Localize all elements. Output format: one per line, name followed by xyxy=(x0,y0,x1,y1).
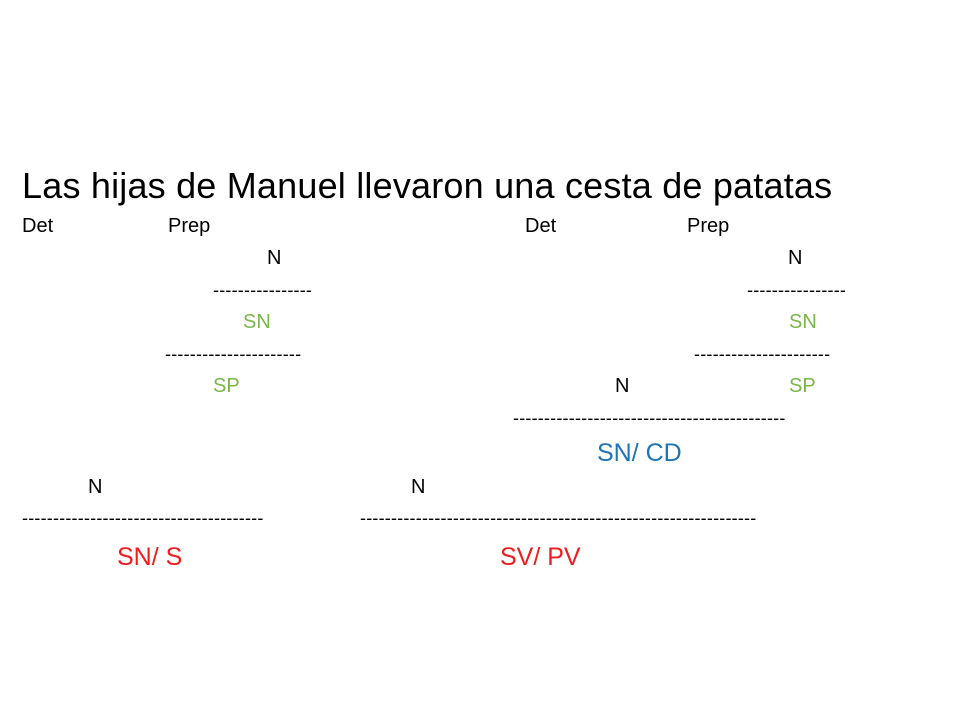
subject-det-label: Det xyxy=(22,215,54,237)
predicate-inner-n-label: N xyxy=(788,247,803,269)
predicate-cd-rule: ----------------------------------------… xyxy=(513,408,786,428)
predicate-sp-label: SP xyxy=(789,375,816,397)
sentence-text: Las hijas de Manuel llevaron una cesta d… xyxy=(22,165,833,206)
predicate-prep-label: Prep xyxy=(687,215,730,237)
subject-inner-n-label: N xyxy=(267,247,282,269)
predicate-rule: ----------------------------------------… xyxy=(360,508,757,528)
predicate-function-label: SV/ PV xyxy=(500,543,581,571)
subject-inner-sn-label: SN xyxy=(243,311,271,333)
predicate-head-n-label: N xyxy=(411,476,426,498)
subject-function-label: SN/ S xyxy=(117,543,183,571)
predicate-cd-function-label: SN/ CD xyxy=(597,439,682,467)
predicate-inner-sn-label: SN xyxy=(789,311,817,333)
predicate-inner-sn-rule: ---------------- xyxy=(747,280,847,300)
predicate-sp-rule: ---------------------- xyxy=(694,344,831,364)
subject-inner-sn-rule: ---------------- xyxy=(213,280,313,300)
subject-sp-label: SP xyxy=(213,375,240,397)
subject-head-n-label: N xyxy=(88,476,103,498)
subject-prep-label: Prep xyxy=(168,215,211,237)
subject-rule: --------------------------------------- xyxy=(22,508,264,528)
predicate-cd-n-label: N xyxy=(615,375,630,397)
subject-sp-rule: ---------------------- xyxy=(165,344,302,364)
predicate-det-label: Det xyxy=(525,215,557,237)
